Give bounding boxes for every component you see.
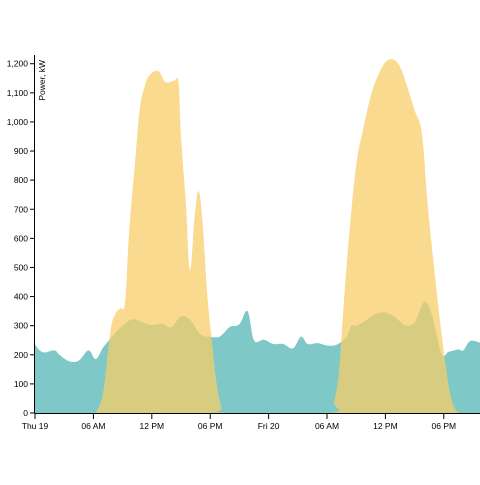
y-axis: 0 100 200 300 400 500 600 700 800 900 1,000 1,100 1,…: [7, 55, 35, 418]
y-tick-label: 1,000: [7, 117, 29, 127]
y-tick-label: 1,200: [7, 59, 29, 69]
y-tick-label: 800: [14, 175, 28, 185]
x-tick-label: 06 PM: [198, 421, 223, 431]
x-tick-label: 12 PM: [140, 421, 165, 431]
y-tick-label: 100: [14, 379, 28, 389]
y-tick-label: 0: [23, 408, 28, 418]
x-tick-label: 06 PM: [432, 421, 457, 431]
y-tick-label: 500: [14, 262, 28, 272]
y-tick-label: 200: [14, 350, 28, 360]
x-tick-label: 06 AM: [81, 421, 105, 431]
x-tick-label: Fri 20: [258, 421, 280, 431]
y-axis-title: Power, kW: [37, 60, 47, 101]
y-tick-label: 400: [14, 292, 28, 302]
y-tick-label: 900: [14, 146, 28, 156]
x-tick-label: 12 PM: [373, 421, 398, 431]
series-layer: [35, 59, 480, 414]
y-tick-label: 300: [14, 321, 28, 331]
x-tick-label: Thu 19: [22, 421, 49, 431]
y-tick-label: 600: [14, 233, 28, 243]
series-area-2: [95, 59, 459, 414]
x-tick-label: 06 AM: [315, 421, 339, 431]
y-tick-label: 700: [14, 204, 28, 214]
x-axis: Thu 19 06 AM 12 PM 06 PM Fri 20 06 AM 12 PM 06 …: [22, 413, 480, 431]
y-tick-label: 1,100: [7, 88, 29, 98]
